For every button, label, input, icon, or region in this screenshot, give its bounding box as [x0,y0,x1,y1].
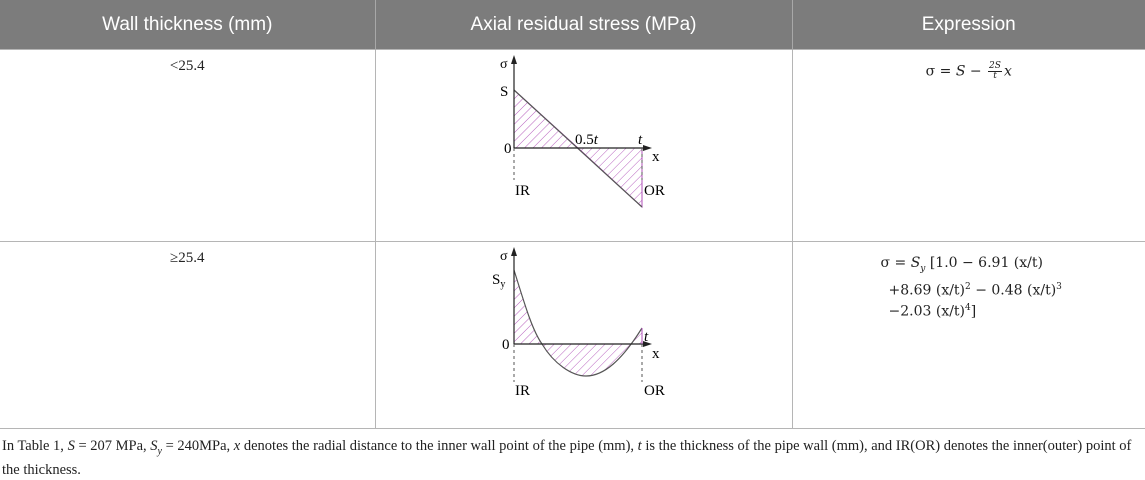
wall-value: <25.4 [0,50,375,75]
x-arrow-icon [643,145,652,151]
table-row: <25.4 σ [0,50,1145,242]
sigma-label: σ [500,57,508,72]
t-label: t [638,132,643,148]
header-expression: Expression [792,0,1145,50]
inner-label: IR [515,183,530,199]
outer-label: OR [644,383,665,399]
header-axial-stress: Axial residual stress (MPa) [375,0,792,50]
polynomial-stress-diagram: σ Sy 0 t x IR OR [376,242,793,428]
zero-label: 0 [504,141,512,157]
sigma-arrow-icon [511,55,517,64]
residual-stress-table: Wall thickness (mm) Axial residual stres… [0,0,1145,429]
linear-stress-diagram: σ S 0 0.5t t x IR OR [376,50,793,240]
wall-value: ≥25.4 [0,242,375,267]
stress-region [514,270,642,376]
figure-cell: σ Sy 0 t x IR OR [375,242,792,429]
zero-label: 0 [502,337,510,353]
t-label: t [644,329,649,345]
wall-cell: ≥25.4 [0,242,375,429]
x-label: x [652,346,660,362]
expression-line-3: −2.03 (x/t)4] [881,299,1062,321]
inner-label: IR [515,383,530,399]
polynomial-expression: σ = Sy [1.0 − 6.91 (x/t) +8.69 (x/t)2 − … [881,254,1062,321]
sigma-arrow-icon [511,247,517,256]
table-footnote: In Table 1, S = 207 MPa, Sy = 240MPa, x … [2,437,1140,480]
table-row: ≥25.4 σ [0,242,1145,429]
expression-line-2: +8.69 (x/t)2 − 0.48 (x/t)3 [881,278,1062,300]
outer-label: OR [644,183,665,199]
expression-cell: σ = Sy [1.0 − 6.91 (x/t) +8.69 (x/t)2 − … [792,242,1145,429]
peak-label: Sy [492,272,505,290]
header-row: Wall thickness (mm) Axial residual stres… [0,0,1145,50]
header-wall-thickness: Wall thickness (mm) [0,0,375,50]
midpoint-label: 0.5t [575,132,599,148]
expression-line-1: σ = Sy [1.0 − 6.91 (x/t) [881,254,1062,278]
peak-label: S [500,84,508,100]
sigma-label: σ [500,249,508,264]
wall-cell: <25.4 [0,50,375,242]
figure-cell: σ S 0 0.5t t x IR OR [375,50,792,242]
x-label: x [652,149,660,165]
